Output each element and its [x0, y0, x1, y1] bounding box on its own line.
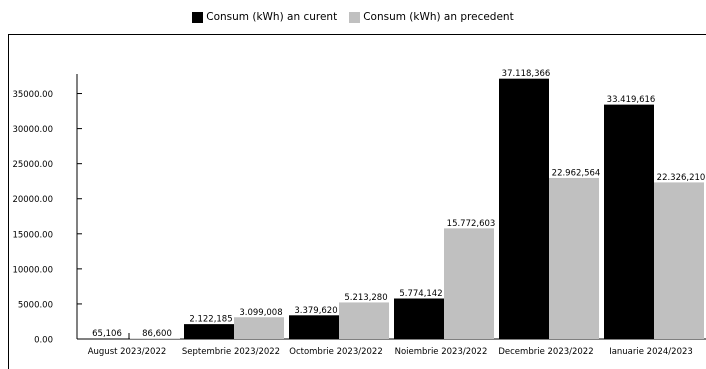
data-label: 33.419,616 — [607, 95, 656, 105]
x-tick-label: Noiembrie 2023/2022 — [395, 347, 488, 357]
x-tick-label: Decembrie 2023/2022 — [498, 347, 593, 357]
bar-previous — [654, 182, 704, 339]
x-tick-label: Ianuarie 2024/2023 — [609, 347, 693, 357]
bar-previous — [339, 302, 389, 339]
bar-previous — [234, 317, 284, 339]
y-tick-label: 5000.00 — [18, 300, 53, 310]
data-label: 3.379,620 — [294, 306, 337, 316]
legend-item-current: Consum (kWh) an curent — [192, 11, 337, 23]
bar-previous — [444, 228, 494, 339]
y-tick-label: 20000.00 — [12, 195, 53, 205]
legend-label-current: Consum (kWh) an curent — [206, 11, 338, 23]
bar-current — [499, 78, 549, 340]
bar-current — [604, 104, 654, 339]
x-tick-label: Septembrie 2023/2022 — [182, 347, 280, 357]
y-tick-label: 0.00 — [34, 336, 53, 346]
x-tick-label: August 2023/2022 — [88, 347, 167, 357]
data-label: 86,600 — [142, 329, 172, 339]
y-tick-label: 25000.00 — [12, 160, 53, 170]
data-label: 15.772,603 — [447, 219, 496, 229]
legend-swatch-current — [192, 11, 204, 23]
x-tick-label: Octombrie 2023/2022 — [289, 347, 383, 357]
chart-legend: Consum (kWh) an curent Consum (kWh) an p… — [0, 6, 706, 28]
data-label: 37.118,366 — [502, 69, 551, 79]
legend-item-previous: Consum (kWh) an precedent — [349, 11, 514, 23]
y-tick-label: 35000.00 — [12, 90, 53, 100]
y-tick-label: 30000.00 — [12, 125, 53, 135]
data-label: 65,106 — [92, 329, 122, 339]
bar-previous — [549, 177, 599, 339]
data-label: 5.774,142 — [399, 289, 442, 299]
data-label: 5.213,280 — [344, 293, 387, 303]
data-label: 22.962,564 — [552, 168, 601, 178]
bar-current — [184, 324, 234, 339]
legend-label-previous: Consum (kWh) an precedent — [363, 11, 514, 23]
bar-current — [394, 298, 444, 339]
y-tick-label: 10000.00 — [12, 265, 53, 275]
data-label: 2.122,185 — [189, 315, 232, 325]
data-label: 22.326,210 — [657, 173, 706, 183]
data-label: 3.099,008 — [239, 308, 282, 318]
y-tick-label: 15000.00 — [12, 230, 53, 240]
bar-previous — [130, 338, 180, 339]
plot-frame — [8, 34, 706, 369]
bar-current — [289, 315, 339, 339]
legend-swatch-previous — [349, 11, 361, 23]
